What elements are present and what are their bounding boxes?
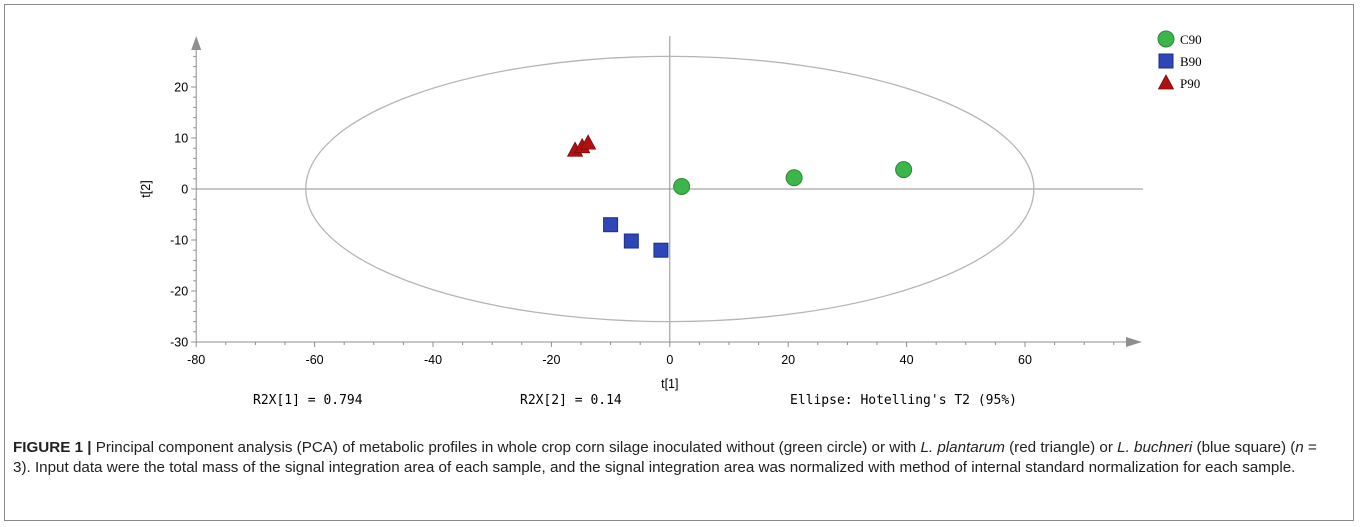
caption-text-2: (red triangle) or xyxy=(1004,439,1118,456)
y-tick-label: -20 xyxy=(170,285,188,299)
legend-marker-b90 xyxy=(1158,53,1174,69)
legend-label-c90: C90 xyxy=(1180,32,1202,47)
x-tick-label: -20 xyxy=(542,353,560,367)
caption-species-buchneri: L. buchneri xyxy=(1117,439,1193,456)
caption-text-1: Principal component analysis (PCA) of me… xyxy=(91,439,921,456)
y-tick-label: -10 xyxy=(170,234,188,248)
legend-marker-c90 xyxy=(1157,30,1175,48)
y-tick-label: -30 xyxy=(170,336,188,350)
x-tick-label: -80 xyxy=(187,353,205,367)
r2x2-label: R2X[2] = 0.14 xyxy=(520,393,622,408)
point-c90 xyxy=(785,169,803,187)
point-b90 xyxy=(623,233,639,249)
y-axis-arrow xyxy=(191,36,202,50)
legend-marker-p90 xyxy=(1157,74,1175,90)
x-tick-label: 20 xyxy=(781,353,795,367)
legend-label-p90: P90 xyxy=(1180,76,1200,91)
x-axis-title: t[1] xyxy=(661,377,678,391)
point-b90 xyxy=(653,242,669,258)
y-tick-label: 20 xyxy=(174,81,188,95)
y-axis-title: t[2] xyxy=(139,180,153,197)
pca-score-plot: -80 -60 -40 -20 0 20 40 60 -30 -20 -10 0 10 20 t[1] t[2… xyxy=(139,30,1202,391)
x-tick-label: 60 xyxy=(1018,353,1032,367)
x-tick-label: -40 xyxy=(424,353,442,367)
y-tick-label: 0 xyxy=(181,183,188,197)
y-tick-label: 10 xyxy=(174,132,188,146)
hotelling-ellipse xyxy=(305,55,1035,323)
figure-frame xyxy=(4,4,1354,521)
x-axis-arrow xyxy=(1126,337,1142,347)
caption-text-3: (blue square) ( xyxy=(1192,439,1296,456)
caption-species-plantarum: L. plantarum xyxy=(920,439,1005,456)
point-c90 xyxy=(895,161,913,179)
x-tick-label: -60 xyxy=(306,353,324,367)
caption-figure-label: FIGURE 1 | xyxy=(13,439,92,456)
point-c90 xyxy=(673,177,691,195)
point-b90 xyxy=(603,217,619,233)
r2x1-label: R2X[1] = 0.794 xyxy=(253,393,363,408)
hotelling-ellipse-label: Ellipse: Hotelling's T2 (95%) xyxy=(790,393,1017,408)
x-tick-label: 0 xyxy=(666,353,673,367)
x-tick-label: 40 xyxy=(900,353,914,367)
point-p90 xyxy=(579,134,597,150)
legend-label-b90: B90 xyxy=(1180,54,1202,69)
caption-text-4: = 3). Input data were the total mass of … xyxy=(13,439,1317,476)
caption-n: n xyxy=(1295,439,1304,456)
figure-caption: FIGURE 1 | Principal component analysis … xyxy=(13,438,1338,478)
